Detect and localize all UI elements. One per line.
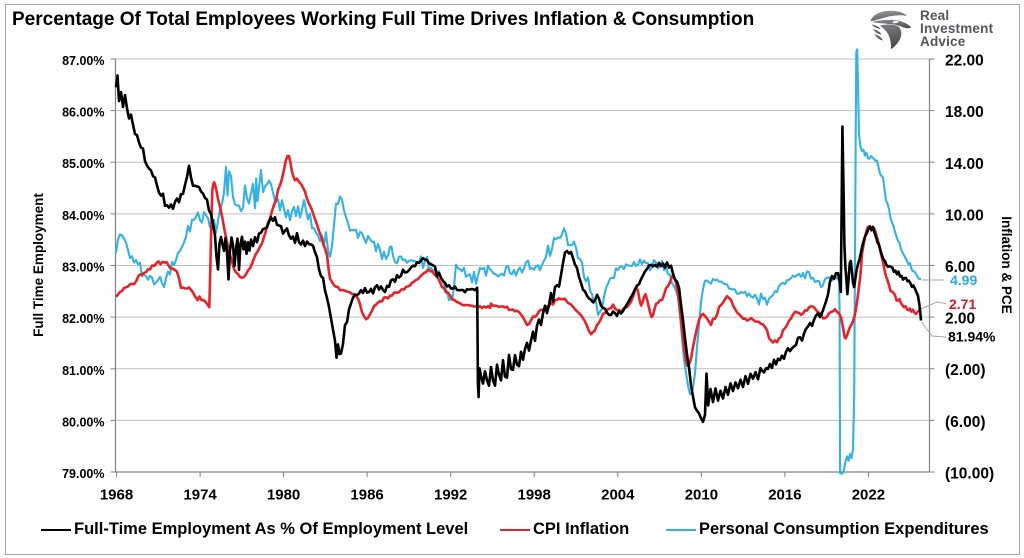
- svg-text:18.00: 18.00: [945, 104, 984, 121]
- svg-text:2004: 2004: [601, 487, 635, 504]
- svg-text:4.99: 4.99: [950, 272, 977, 288]
- svg-text:86.00%: 86.00%: [62, 106, 104, 120]
- svg-text:6.00: 6.00: [945, 259, 975, 276]
- svg-text:79.00%: 79.00%: [62, 467, 104, 481]
- svg-text:2016: 2016: [768, 487, 801, 504]
- svg-text:1968: 1968: [100, 487, 133, 504]
- svg-text:2.71: 2.71: [949, 296, 976, 312]
- svg-text:1992: 1992: [434, 487, 467, 504]
- svg-text:(10.00): (10.00): [945, 466, 994, 483]
- svg-text:1974: 1974: [183, 487, 217, 504]
- svg-text:87.00%: 87.00%: [62, 54, 104, 68]
- svg-text:83.00%: 83.00%: [62, 261, 104, 275]
- svg-text:Inflation & PCE: Inflation & PCE: [999, 216, 1014, 314]
- svg-text:2010: 2010: [685, 487, 718, 504]
- svg-text:(6.00): (6.00): [945, 414, 986, 431]
- svg-text:Full Time Employment: Full Time Employment: [31, 193, 46, 337]
- svg-text:82.00%: 82.00%: [62, 312, 104, 326]
- svg-text:1986: 1986: [350, 487, 383, 504]
- svg-text:85.00%: 85.00%: [62, 157, 104, 171]
- svg-text:2.00: 2.00: [945, 311, 975, 328]
- svg-text:1998: 1998: [518, 487, 551, 504]
- svg-text:81.00%: 81.00%: [62, 364, 104, 378]
- svg-text:10.00: 10.00: [945, 207, 984, 224]
- svg-text:80.00%: 80.00%: [62, 415, 104, 429]
- svg-text:81.94%: 81.94%: [948, 329, 996, 345]
- svg-text:2022: 2022: [852, 487, 885, 504]
- svg-text:1980: 1980: [267, 487, 300, 504]
- svg-text:(2.00): (2.00): [945, 362, 986, 379]
- svg-text:84.00%: 84.00%: [62, 209, 104, 223]
- svg-text:14.00: 14.00: [945, 156, 984, 173]
- svg-text:22.00: 22.00: [945, 53, 984, 70]
